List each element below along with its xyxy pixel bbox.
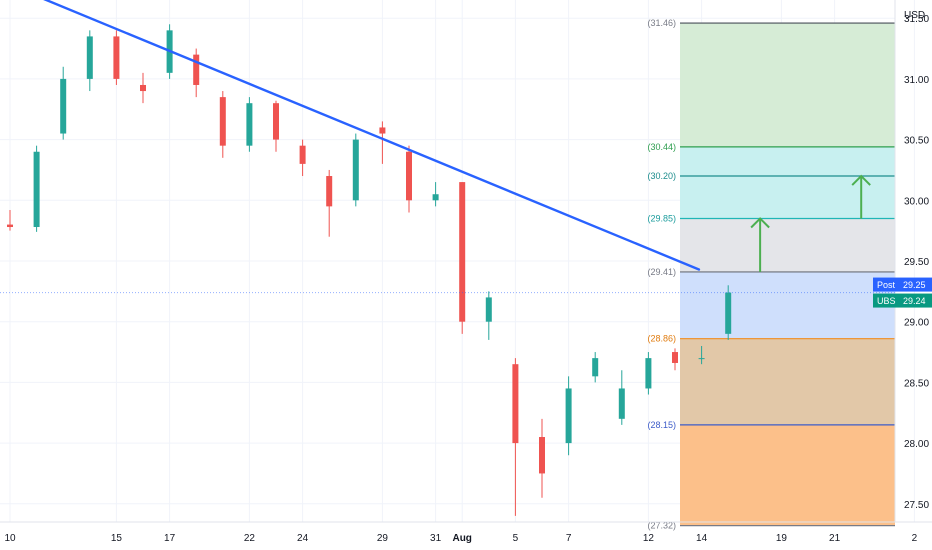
y-tick-label-4: 29.50 <box>904 257 929 268</box>
x-tick-label-2: 17 <box>164 533 176 544</box>
candle-body-5[interactable] <box>140 84 146 92</box>
x-tick-label-3: 22 <box>244 533 256 544</box>
x-tick-label-11: 14 <box>696 533 708 544</box>
candle-body-22[interactable] <box>592 358 599 377</box>
x-tick-label-5: 29 <box>377 533 389 544</box>
x-tick-label-14: 2 <box>912 533 918 544</box>
candle-body-20[interactable] <box>539 437 545 474</box>
x-tick-label-1: 15 <box>111 533 123 544</box>
candle-body-16[interactable] <box>432 194 439 201</box>
level-label-5: (28.86) <box>647 334 676 344</box>
symbol-tag-label: UBS <box>877 296 896 306</box>
arrow-head-0[interactable] <box>750 217 770 229</box>
last-price-tag[interactable] <box>873 293 932 308</box>
last-price-value: 29.24 <box>903 296 926 306</box>
level-label-3: (29.85) <box>647 214 676 224</box>
level-label-0: (31.46) <box>647 18 676 28</box>
candle-body-13[interactable] <box>352 139 359 201</box>
x-tick-label-7: Aug <box>452 533 471 544</box>
level-label-2: (30.20) <box>647 171 676 181</box>
candle-body-4[interactable] <box>113 36 120 79</box>
level-label-1: (30.44) <box>647 142 676 152</box>
level-zone-2 <box>680 218 895 272</box>
x-tick-label-10: 12 <box>643 533 655 544</box>
candle-body-26[interactable] <box>698 358 705 360</box>
post-tag-label: Post <box>877 280 896 290</box>
y-tick-label-2: 30.50 <box>904 136 929 147</box>
y-tick-label-7: 28.00 <box>904 439 929 450</box>
candle-body-25[interactable] <box>672 352 678 363</box>
candle-body-23[interactable] <box>618 388 625 419</box>
candle-body-24[interactable] <box>645 358 652 389</box>
y-tick-label-3: 30.00 <box>904 196 929 207</box>
candle-body-9[interactable] <box>246 103 253 146</box>
candle-body-2[interactable] <box>60 78 67 134</box>
level-zone-1 <box>680 146 895 219</box>
x-tick-label-12: 19 <box>776 533 788 544</box>
candle-body-27[interactable] <box>725 292 732 334</box>
candle-body-10[interactable] <box>273 103 279 140</box>
candle-body-11[interactable] <box>299 145 306 164</box>
x-tick-label-0: 10 <box>4 533 16 544</box>
y-tick-label-5: 29.00 <box>904 318 929 329</box>
y-tick-label-0: 31.50 <box>904 14 929 25</box>
level-label-4: (29.41) <box>647 267 676 277</box>
y-tick-label-8: 27.50 <box>904 500 929 511</box>
x-tick-label-8: 5 <box>513 533 519 544</box>
candle-body-18[interactable] <box>485 297 492 322</box>
candle-body-1[interactable] <box>33 151 40 228</box>
x-tick-label-4: 24 <box>297 533 309 544</box>
level-zone-5 <box>680 424 895 526</box>
post-price-tag[interactable] <box>873 277 932 292</box>
candle-body-7[interactable] <box>193 54 200 85</box>
candle-body-8[interactable] <box>219 97 226 146</box>
candle-body-19[interactable] <box>512 364 519 444</box>
candle-body-17[interactable] <box>459 182 466 322</box>
candle-body-21[interactable] <box>565 388 572 444</box>
level-zone-0 <box>680 23 895 147</box>
level-zone-3 <box>680 271 895 339</box>
level-zone-4 <box>680 338 895 425</box>
y-tick-label-6: 28.50 <box>904 378 929 389</box>
x-tick-label-13: 21 <box>829 533 841 544</box>
candle-body-15[interactable] <box>406 151 412 201</box>
y-tick-label-1: 31.00 <box>904 75 929 86</box>
post-tag-price: 29.25 <box>903 280 926 290</box>
candle-body-0[interactable] <box>7 224 13 228</box>
arrow-head-1[interactable] <box>851 174 871 186</box>
x-tick-label-9: 7 <box>566 533 572 544</box>
candle-body-3[interactable] <box>86 36 93 79</box>
x-tick-label-6: 31 <box>430 533 442 544</box>
candle-body-12[interactable] <box>326 176 333 207</box>
trend-line[interactable] <box>0 0 701 271</box>
level-label-7: (27.32) <box>647 521 676 531</box>
currency-label: USD <box>904 10 925 21</box>
level-label-6: (28.15) <box>647 420 676 430</box>
candle-body-14[interactable] <box>379 127 386 134</box>
